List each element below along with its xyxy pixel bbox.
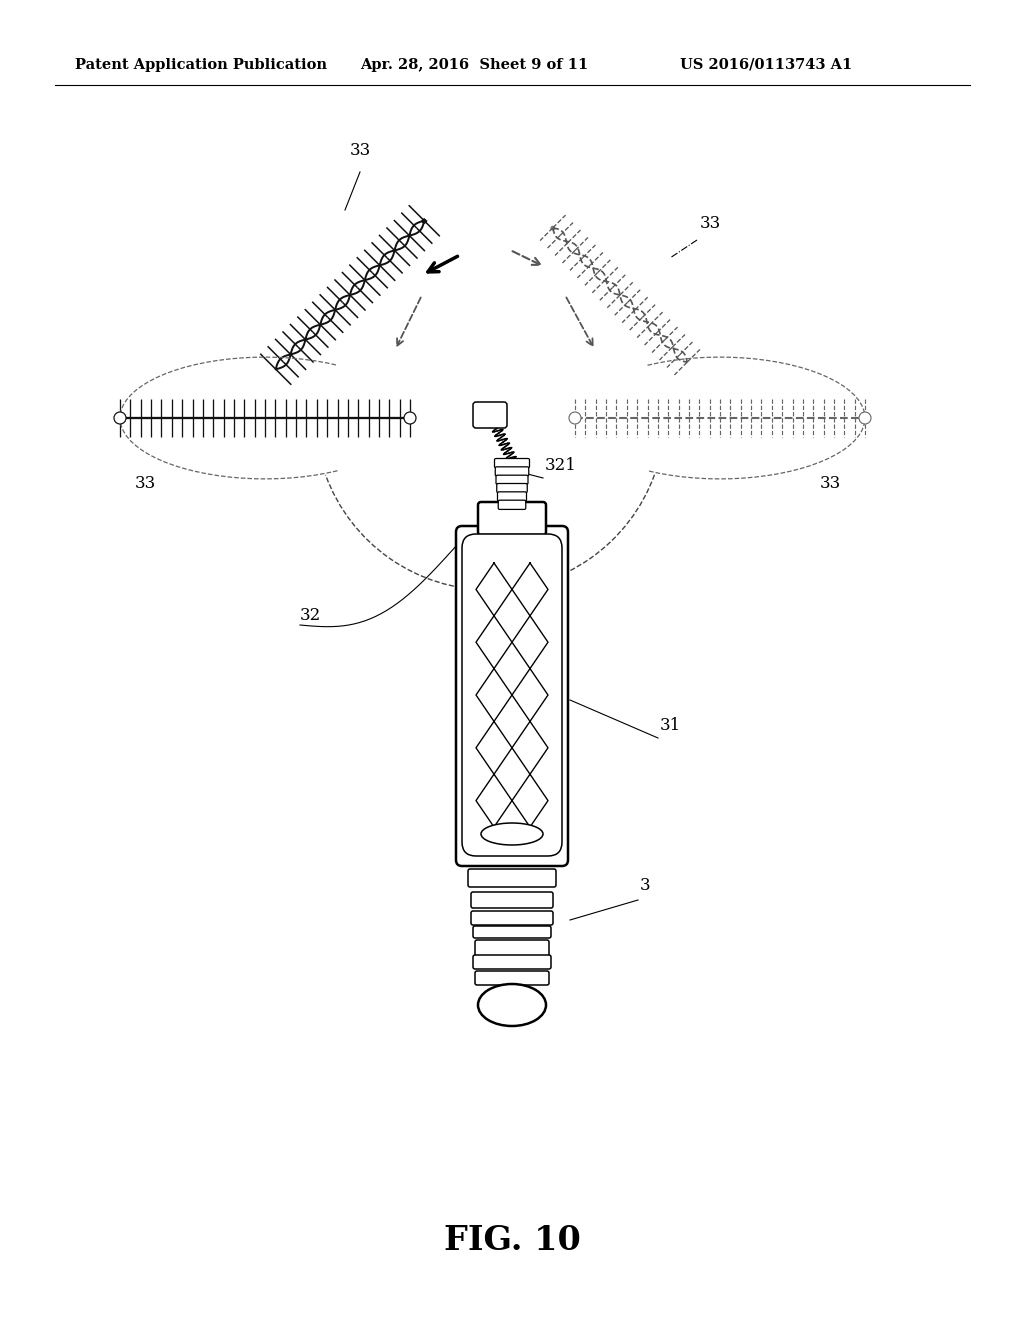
Circle shape [569, 412, 581, 424]
FancyBboxPatch shape [496, 475, 528, 484]
Text: Patent Application Publication: Patent Application Publication [75, 58, 327, 73]
Ellipse shape [478, 983, 546, 1026]
Text: 3: 3 [640, 876, 650, 894]
FancyBboxPatch shape [495, 458, 529, 467]
Text: Apr. 28, 2016  Sheet 9 of 11: Apr. 28, 2016 Sheet 9 of 11 [360, 58, 588, 73]
FancyBboxPatch shape [473, 403, 507, 428]
FancyBboxPatch shape [498, 492, 526, 502]
FancyBboxPatch shape [497, 483, 527, 492]
FancyBboxPatch shape [471, 892, 553, 908]
FancyBboxPatch shape [468, 869, 556, 887]
FancyBboxPatch shape [473, 954, 551, 969]
FancyBboxPatch shape [471, 911, 553, 925]
FancyBboxPatch shape [475, 940, 549, 956]
Text: 33: 33 [700, 215, 721, 232]
Text: 33: 33 [134, 475, 156, 492]
Text: 32: 32 [300, 607, 322, 624]
FancyBboxPatch shape [456, 525, 568, 866]
Text: 33: 33 [819, 475, 841, 492]
FancyBboxPatch shape [473, 927, 551, 939]
FancyBboxPatch shape [478, 502, 546, 535]
Circle shape [114, 412, 126, 424]
Ellipse shape [481, 822, 543, 845]
Circle shape [404, 412, 416, 424]
Text: 31: 31 [660, 717, 681, 734]
Text: US 2016/0113743 A1: US 2016/0113743 A1 [680, 58, 852, 73]
Text: 321: 321 [545, 457, 577, 474]
FancyBboxPatch shape [496, 467, 528, 477]
FancyBboxPatch shape [475, 972, 549, 985]
FancyBboxPatch shape [499, 500, 525, 510]
Circle shape [859, 412, 871, 424]
Text: FIG. 10: FIG. 10 [443, 1224, 581, 1257]
FancyBboxPatch shape [462, 535, 562, 855]
Text: 33: 33 [349, 143, 371, 158]
